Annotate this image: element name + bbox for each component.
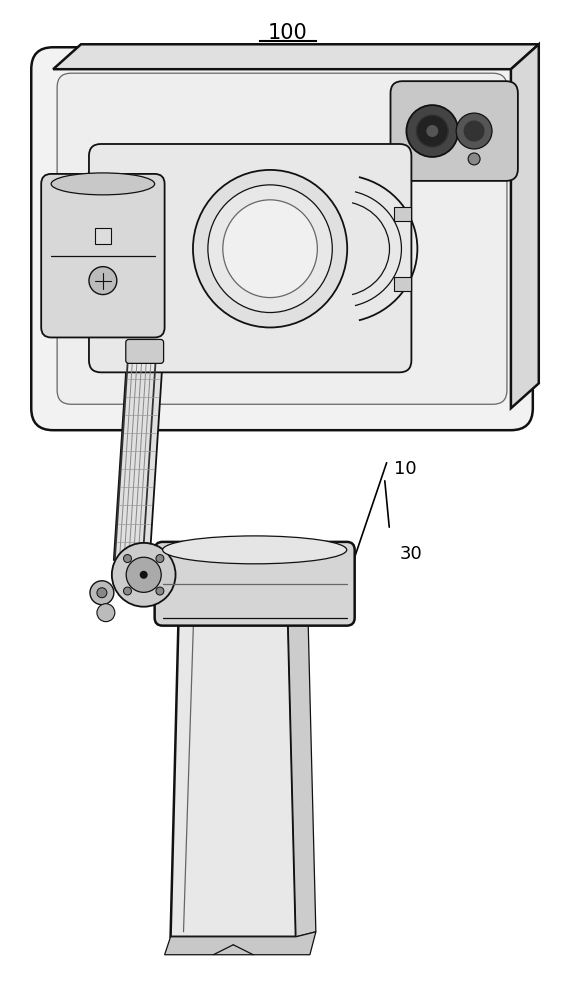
Circle shape [126, 557, 161, 592]
Polygon shape [114, 360, 162, 560]
Text: 100: 100 [268, 23, 308, 43]
Circle shape [468, 153, 480, 165]
Polygon shape [53, 44, 539, 69]
Polygon shape [165, 932, 316, 955]
Circle shape [97, 588, 107, 598]
Ellipse shape [223, 200, 317, 298]
FancyBboxPatch shape [57, 73, 507, 404]
FancyBboxPatch shape [154, 542, 355, 626]
Circle shape [426, 125, 438, 137]
Circle shape [97, 604, 115, 622]
Ellipse shape [51, 173, 154, 195]
FancyBboxPatch shape [391, 81, 518, 181]
Circle shape [112, 543, 176, 607]
Ellipse shape [208, 185, 332, 313]
Polygon shape [395, 277, 411, 291]
Polygon shape [288, 613, 316, 937]
Text: 10: 10 [395, 460, 417, 478]
Circle shape [140, 571, 147, 579]
Circle shape [156, 587, 164, 595]
FancyBboxPatch shape [89, 144, 411, 372]
Circle shape [416, 115, 448, 147]
Circle shape [90, 581, 114, 605]
FancyBboxPatch shape [31, 47, 533, 430]
Polygon shape [95, 228, 111, 244]
Polygon shape [170, 618, 296, 937]
Circle shape [123, 555, 131, 563]
Polygon shape [511, 44, 539, 408]
Text: 30: 30 [400, 545, 422, 563]
Circle shape [464, 121, 484, 141]
Circle shape [123, 587, 131, 595]
Circle shape [456, 113, 492, 149]
Circle shape [156, 555, 164, 563]
Polygon shape [395, 207, 411, 221]
FancyBboxPatch shape [126, 339, 164, 363]
FancyBboxPatch shape [41, 174, 165, 337]
Ellipse shape [162, 536, 347, 564]
Circle shape [89, 267, 117, 295]
Ellipse shape [193, 170, 347, 327]
Circle shape [407, 105, 458, 157]
